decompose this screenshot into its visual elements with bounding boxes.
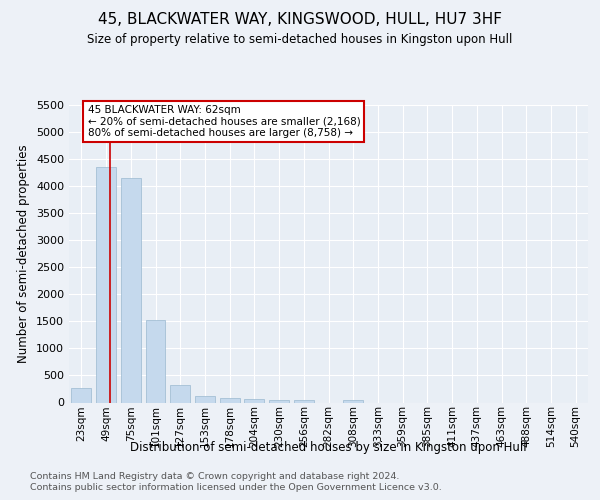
Bar — [71, 388, 91, 402]
Text: Distribution of semi-detached houses by size in Kingston upon Hull: Distribution of semi-detached houses by … — [130, 441, 527, 454]
Text: Contains public sector information licensed under the Open Government Licence v3: Contains public sector information licen… — [30, 484, 442, 492]
Bar — [244, 400, 264, 402]
Bar — [220, 398, 239, 402]
Bar — [343, 400, 363, 402]
Bar — [146, 320, 166, 402]
Bar — [269, 400, 289, 402]
Bar — [170, 385, 190, 402]
Text: Size of property relative to semi-detached houses in Kingston upon Hull: Size of property relative to semi-detach… — [88, 32, 512, 46]
Text: Contains HM Land Registry data © Crown copyright and database right 2024.: Contains HM Land Registry data © Crown c… — [30, 472, 400, 481]
Bar — [195, 396, 215, 402]
Bar — [96, 167, 116, 402]
Text: 45, BLACKWATER WAY, KINGSWOOD, HULL, HU7 3HF: 45, BLACKWATER WAY, KINGSWOOD, HULL, HU7… — [98, 12, 502, 28]
Text: 45 BLACKWATER WAY: 62sqm
← 20% of semi-detached houses are smaller (2,168)
80% o: 45 BLACKWATER WAY: 62sqm ← 20% of semi-d… — [88, 105, 360, 138]
Bar — [294, 400, 314, 402]
Bar — [121, 178, 140, 402]
Y-axis label: Number of semi-detached properties: Number of semi-detached properties — [17, 144, 31, 363]
